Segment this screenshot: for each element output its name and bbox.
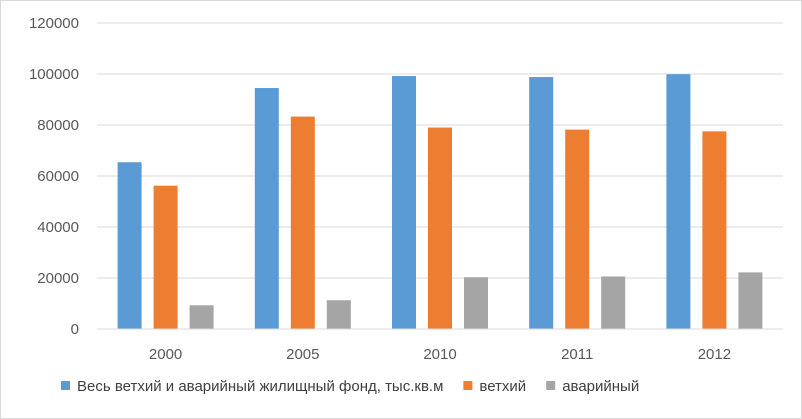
bar-3-2005 [326,300,351,329]
bar-3-2000 [189,305,214,329]
bar-2-2005 [290,116,315,330]
bar-3-2011 [601,276,626,329]
legend-label: аварийный [562,378,639,395]
bar-2-2000 [153,185,178,329]
y-tick-label: 60000 [37,168,79,185]
legend-label: ветхий [479,378,526,395]
y-tick-label: 0 [71,321,79,338]
y-axis-ticks: 0 20000 40000 60000 80000 100000 120000 [29,15,79,338]
bar-1-2012 [666,74,691,329]
bar-1-2000 [117,162,142,329]
y-tick-label: 40000 [37,219,79,236]
bar-2-2011 [565,129,590,329]
bars [117,74,763,330]
legend-label: Весь ветхий и аварийный жилищный фонд, т… [77,378,443,395]
bar-3-2012 [738,272,763,329]
legend-swatch [546,381,556,390]
y-tick-label: 100000 [29,66,79,83]
x-tick-label: 2000 [149,346,182,363]
bar-2-2012 [702,131,727,329]
bar-1-2010 [392,76,416,329]
legend-swatch [463,381,473,390]
y-tick-label: 80000 [37,117,79,134]
bar-1-2011 [529,77,554,329]
legend-swatch [61,381,70,390]
bar-2-2010 [428,127,452,329]
legend: Весь ветхий и аварийный жилищный фонд, т… [61,378,639,395]
x-tick-label: 2012 [698,346,731,363]
bar-3-2010 [464,277,488,329]
y-tick-label: 20000 [37,270,79,287]
bar-1-2005 [254,88,279,330]
x-tick-label: 2011 [561,346,593,363]
x-axis-ticks: 2000 2005 2010 2011 2012 [149,346,731,363]
y-tick-label: 120000 [29,15,79,32]
x-tick-label: 2010 [423,346,456,363]
x-tick-label: 2005 [286,346,319,363]
